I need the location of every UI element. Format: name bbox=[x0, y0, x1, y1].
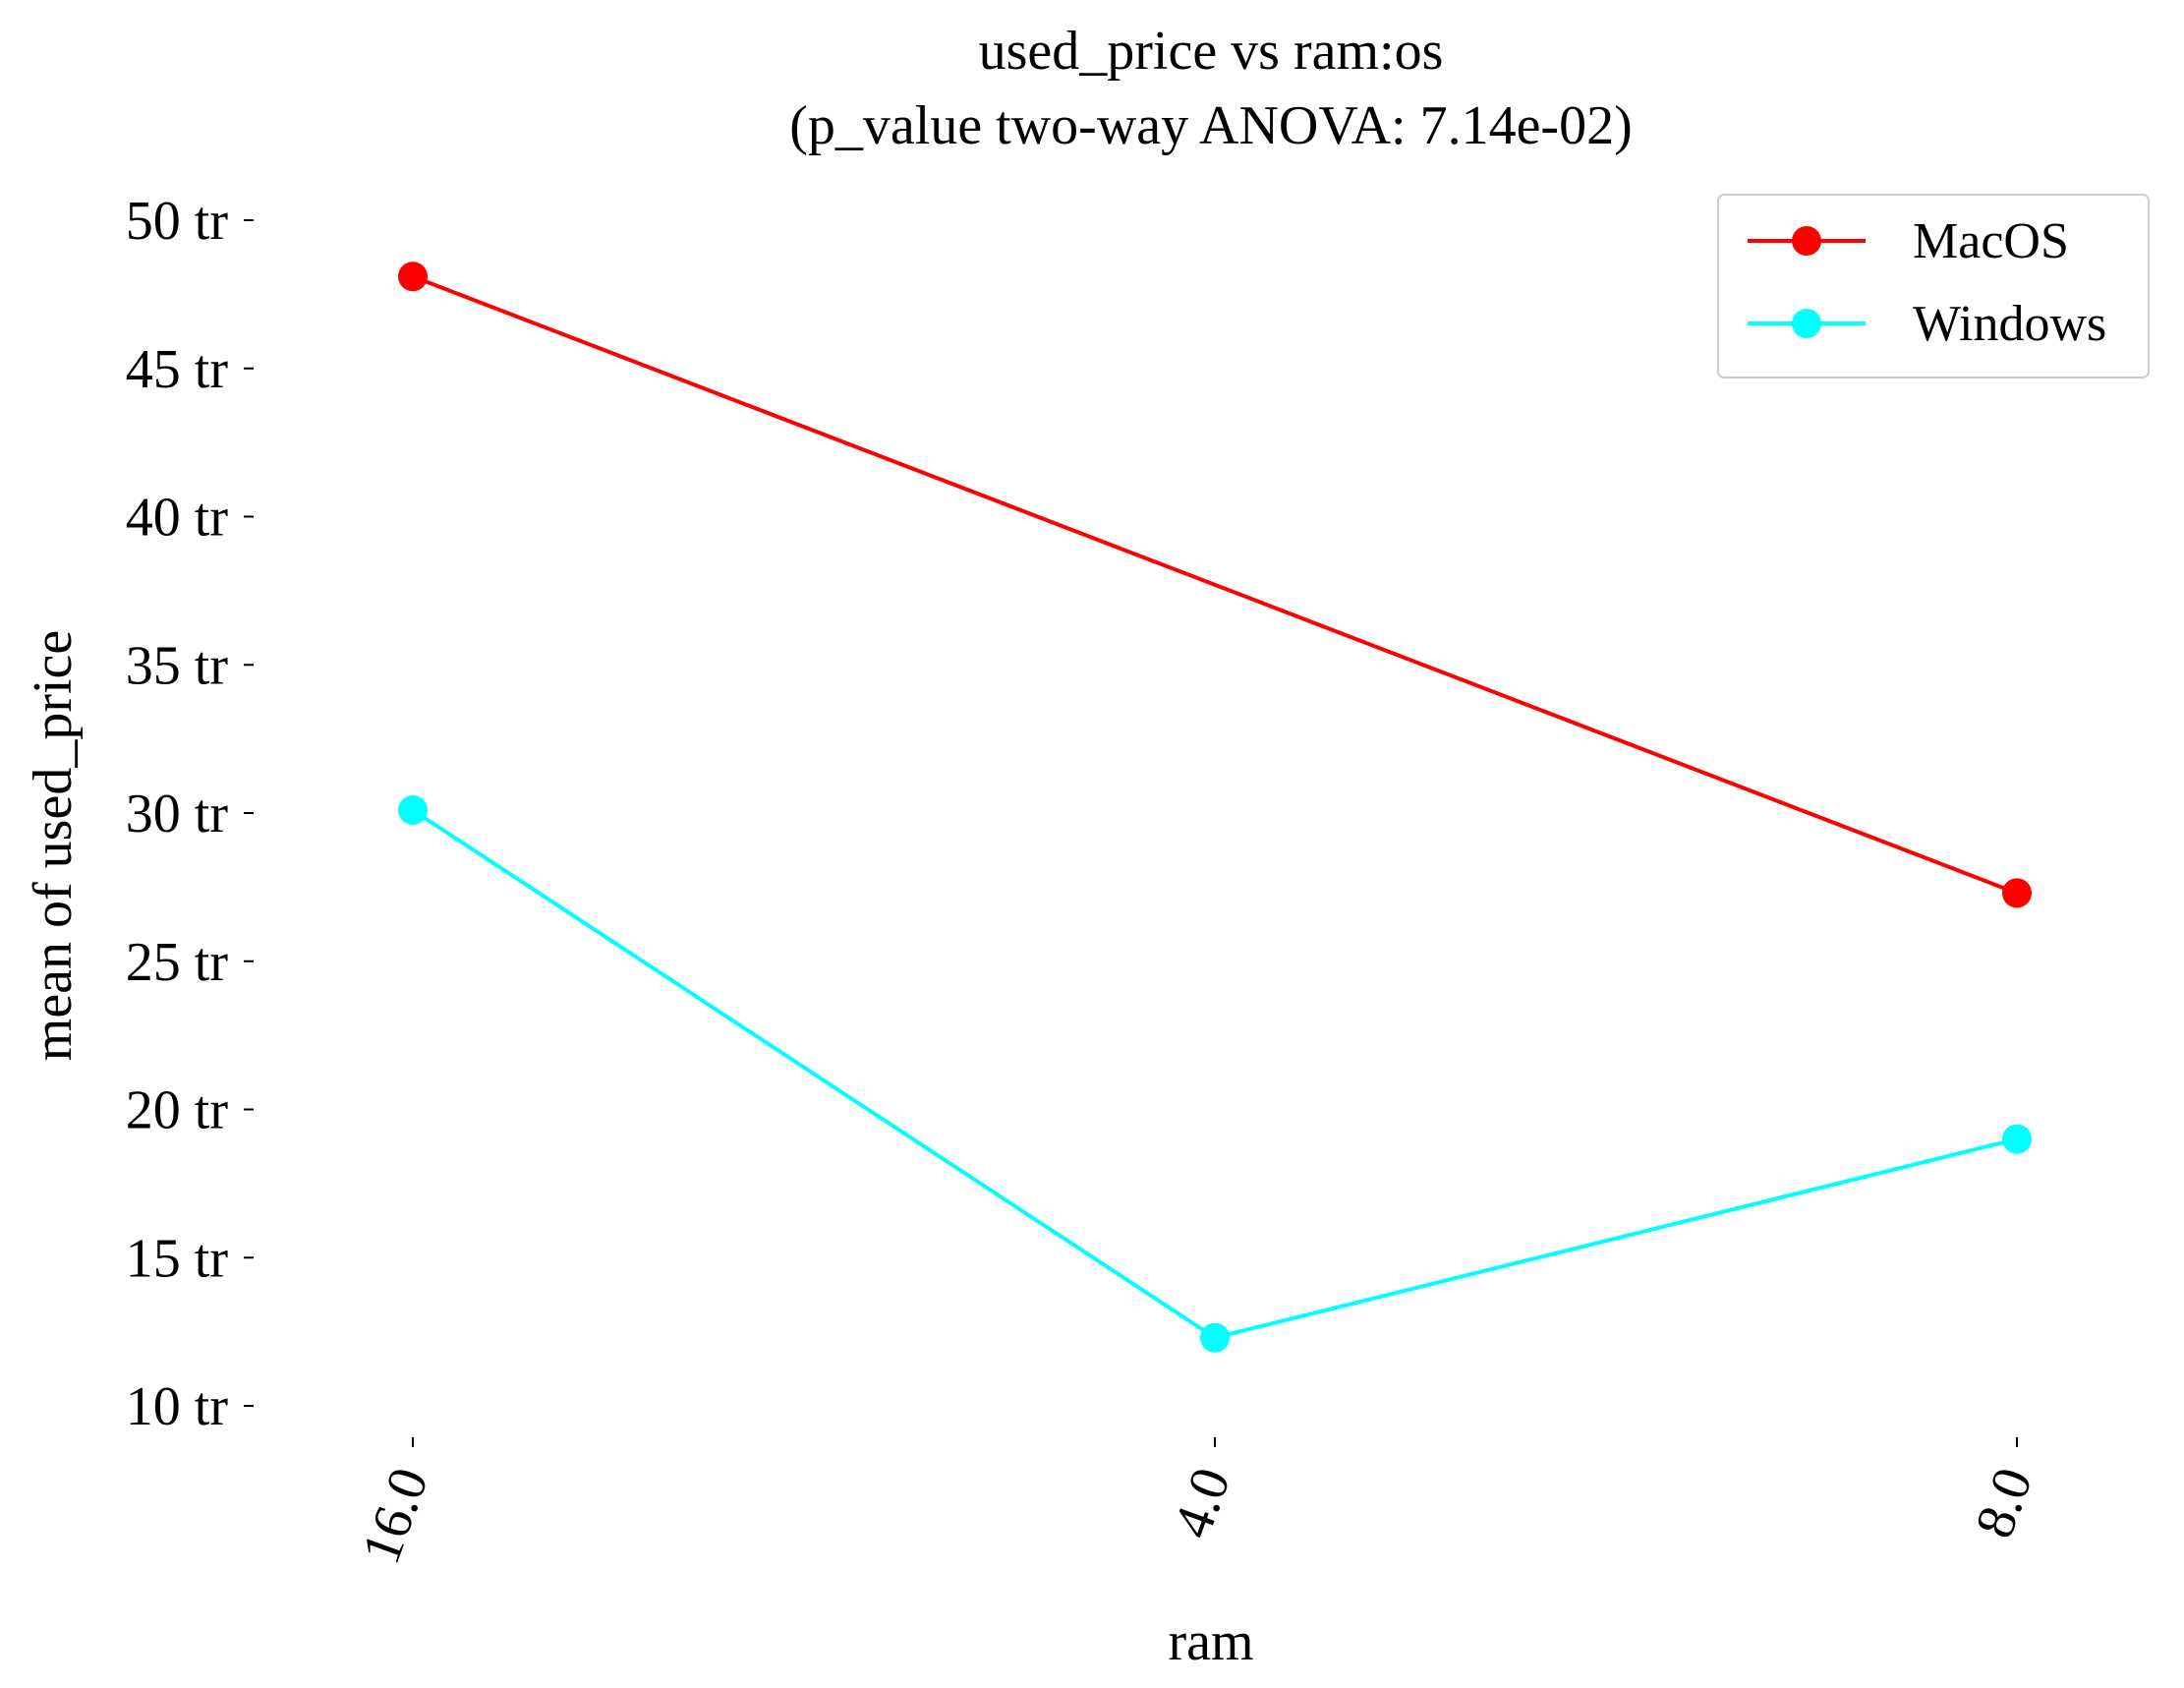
x-axis: 16.0 4.0 8.0 bbox=[350, 1437, 2044, 1572]
x-tick-label: 16.0 bbox=[350, 1460, 440, 1571]
legend-item-windows: Windows bbox=[1748, 296, 2106, 352]
legend-label: MacOS bbox=[1913, 213, 2069, 269]
y-tick-label: 40 tr bbox=[126, 488, 229, 549]
chart-title-line-2: (p_value two-way ANOVA: 7.14e-02) bbox=[789, 95, 1632, 156]
x-tick-label: 4.0 bbox=[1162, 1460, 1242, 1545]
y-axis-label: mean of used_price bbox=[23, 630, 84, 1061]
series-windows bbox=[398, 794, 2032, 1353]
legend-marker bbox=[1792, 309, 1821, 338]
y-tick-label: 35 tr bbox=[126, 635, 229, 696]
x-tick-label: 8.0 bbox=[1964, 1460, 2044, 1545]
data-point bbox=[2002, 1124, 2032, 1154]
legend-item-macos: MacOS bbox=[1748, 213, 2069, 269]
data-point bbox=[398, 794, 428, 825]
data-point bbox=[1200, 1322, 1230, 1353]
y-tick-label: 30 tr bbox=[126, 784, 229, 844]
x-axis-label: ram bbox=[1168, 1611, 1253, 1672]
chart-title-line-1: used_price vs ram:os bbox=[979, 21, 1444, 82]
legend-label: Windows bbox=[1913, 296, 2106, 352]
y-axis: 10 tr 15 tr 20 tr 25 tr 30 tr 35 tr 40 tr 45 tr… bbox=[126, 191, 254, 1437]
y-tick-label: 15 tr bbox=[126, 1228, 229, 1289]
y-tick-label: 20 tr bbox=[126, 1080, 229, 1141]
series-line bbox=[412, 274, 2018, 896]
plot-series bbox=[398, 262, 2032, 1353]
y-tick-label: 10 tr bbox=[126, 1376, 229, 1437]
y-tick-label: 45 tr bbox=[126, 339, 229, 400]
y-tick-label: 50 tr bbox=[126, 191, 229, 252]
data-point bbox=[2002, 878, 2032, 908]
series-line bbox=[411, 808, 2018, 1340]
legend-marker bbox=[1792, 226, 1821, 256]
data-point bbox=[398, 262, 428, 292]
legend: MacOS Windows bbox=[1717, 194, 2150, 378]
series-macos bbox=[398, 262, 2032, 908]
y-tick-label: 25 tr bbox=[126, 932, 229, 993]
